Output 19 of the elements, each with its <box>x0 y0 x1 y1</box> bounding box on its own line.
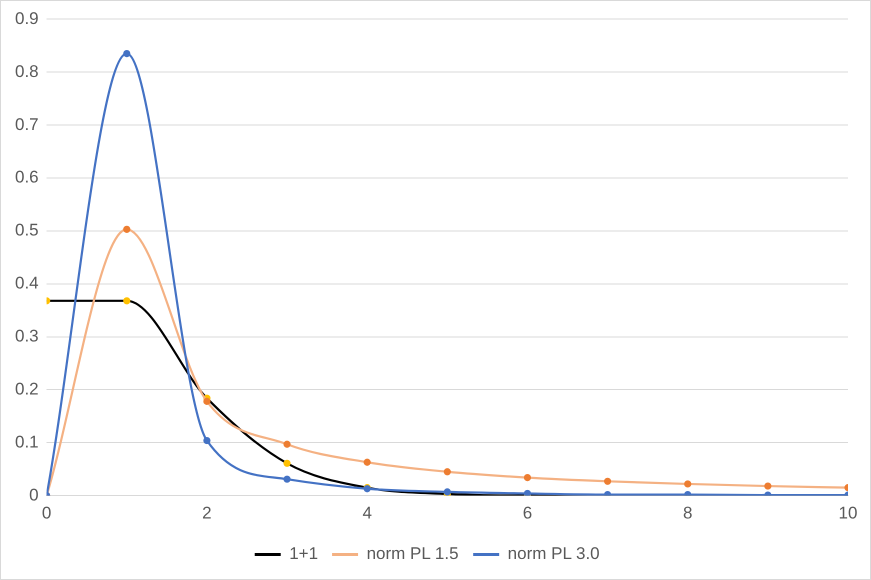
y-tick-label: 0.5 <box>14 220 39 240</box>
y-tick-label: 0.6 <box>14 168 39 187</box>
y-tick-label: 0.4 <box>14 274 39 293</box>
y-tick-label: 0.1 <box>14 432 39 452</box>
y-tick-label: 0.7 <box>14 114 39 134</box>
legend-label: norm PL 1.5 <box>366 544 459 564</box>
y-tick-label: 0.3 <box>14 326 39 346</box>
x-tick-label: 4 <box>362 503 372 522</box>
x-tick-label: 8 <box>682 503 692 522</box>
legend-label: norm PL 3.0 <box>508 544 600 564</box>
y-tick-label: 0 <box>29 485 39 504</box>
x-tick-label: 10 <box>838 503 858 522</box>
x-tick-label: 2 <box>202 503 212 522</box>
y-tick-label: 0.8 <box>14 62 39 81</box>
x-tick-label: 0 <box>42 503 52 522</box>
y-tick-label: 0.9 <box>14 8 39 28</box>
x-tick-label: 6 <box>522 503 532 522</box>
y-tick-label: 0.2 <box>14 379 39 398</box>
legend-label: 1+1 <box>289 544 318 564</box>
